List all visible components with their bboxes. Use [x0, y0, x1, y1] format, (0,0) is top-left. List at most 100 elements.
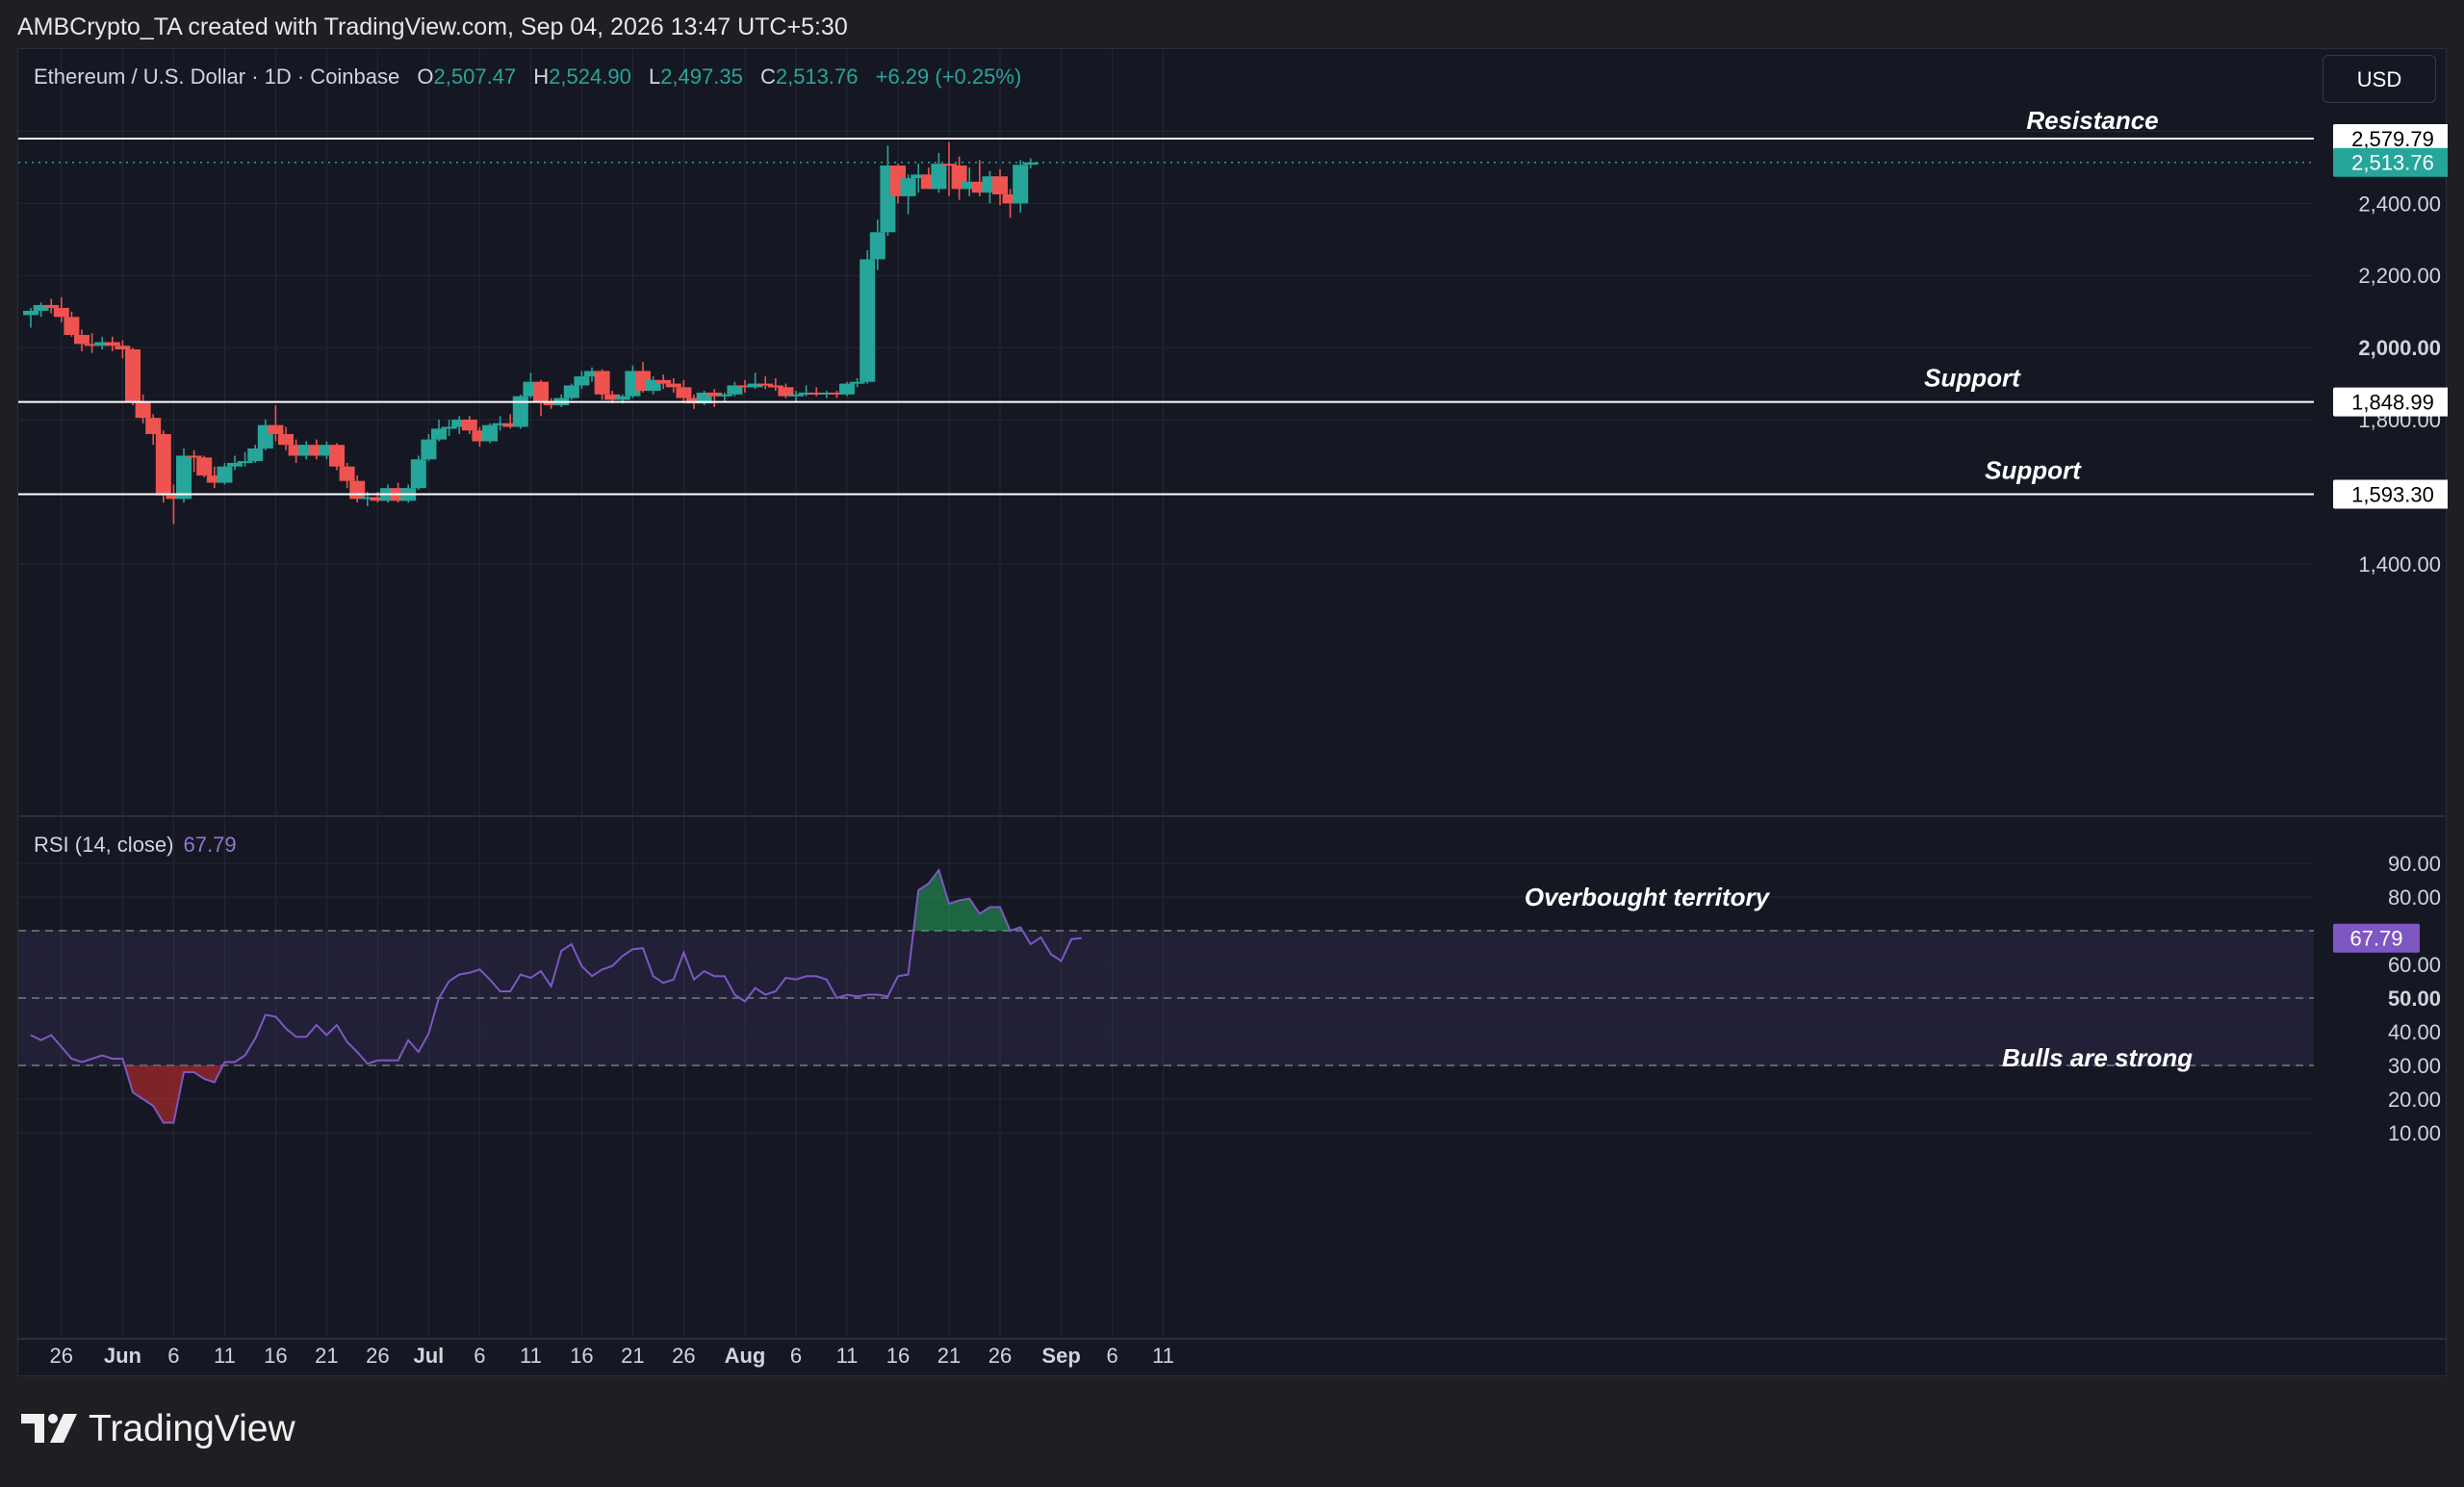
x-tick-label: 26: [988, 1344, 1012, 1368]
x-tick-label: Sep: [1041, 1344, 1080, 1368]
rsi-tick-label: 60.00: [2388, 953, 2441, 977]
candle: [614, 396, 630, 400]
candle: [319, 445, 335, 456]
candle: [268, 424, 284, 435]
candle: [829, 392, 845, 395]
candle: [329, 445, 345, 467]
candle: [135, 401, 151, 419]
price-tick-label: 2,200.00: [2358, 264, 2441, 288]
candle: [237, 461, 253, 464]
candle: [594, 371, 610, 395]
candle: [206, 475, 222, 483]
candle: [176, 455, 192, 500]
candle: [767, 385, 783, 388]
candle: [502, 423, 519, 427]
x-tick-label: Jun: [104, 1344, 141, 1368]
candle: [727, 385, 743, 395]
candle: [288, 445, 304, 456]
support-price-label: 1,593.30: [2351, 482, 2434, 506]
candle: [839, 383, 855, 395]
resistance-annotation: Resistance: [2026, 106, 2158, 135]
resistance-price-label: 2,579.79: [2351, 127, 2434, 151]
rsi-legend: RSI (14, close) 67.79: [34, 833, 237, 858]
candle: [451, 420, 468, 427]
candle: [64, 317, 80, 336]
candle: [431, 428, 447, 440]
candle: [410, 459, 426, 489]
support-annotation: Support: [1985, 455, 2082, 484]
candle: [155, 434, 171, 496]
rsi-tick-label: 20.00: [2388, 1088, 2441, 1112]
close-label: C: [759, 64, 776, 89]
candle: [849, 381, 865, 384]
last-price-label-bg: [2333, 147, 2448, 177]
candle: [808, 392, 825, 395]
x-tick-label: 21: [315, 1344, 338, 1368]
candle: [115, 346, 131, 350]
rsi-value: 67.79: [183, 833, 237, 857]
chart-panel[interactable]: 26 Jun 6 11 16 21 26 Jul 6 11 16 21 26 Aug 6 11 16 21 26 Se…: [17, 48, 2448, 1377]
candle: [441, 426, 457, 429]
rsi-tick-label: 90.00: [2388, 852, 2441, 876]
candle: [186, 455, 202, 458]
close-value: 2,513.76: [775, 64, 859, 89]
last-price-label: 2,513.76: [2351, 151, 2434, 175]
low-label: L: [648, 64, 661, 89]
x-tick-label: 21: [937, 1344, 961, 1368]
change-value: +6.29 (+0.25%): [875, 64, 1022, 89]
candle: [563, 385, 579, 398]
candle: [53, 307, 69, 318]
candle: [421, 439, 437, 460]
candle: [370, 497, 386, 501]
chart-canvas[interactable]: 26 Jun 6 11 16 21 26 Jul 6 11 16 21 26 Aug 6 11 16 21 26 Se…: [18, 49, 2448, 1377]
x-tick-label: Jul: [414, 1344, 445, 1368]
rsi-tick-label: 50.00: [2388, 987, 2441, 1011]
rsi-oversold-fill: [124, 1065, 223, 1123]
candle: [298, 445, 315, 456]
low-value: 2,497.35: [660, 64, 743, 89]
x-tick-label: 26: [366, 1344, 389, 1368]
candle: [349, 480, 366, 500]
candle: [706, 392, 723, 397]
candle: [788, 394, 804, 397]
x-tick-label: 6: [474, 1344, 485, 1368]
currency-button[interactable]: USD: [2323, 55, 2436, 103]
price-pane-bg: [18, 49, 2446, 815]
x-tick-label: 6: [167, 1344, 179, 1368]
candle: [104, 342, 120, 346]
rsi-last-label-bg: [2333, 923, 2420, 953]
candle: [992, 176, 1008, 194]
tradingview-brand[interactable]: TradingView: [19, 1408, 295, 1450]
tradingview-logo-icon: [21, 1414, 77, 1443]
rsi-tick-label: 80.00: [2388, 885, 2441, 910]
candle: [941, 164, 957, 167]
candle: [737, 385, 753, 388]
candle: [512, 396, 528, 427]
candle: [339, 466, 355, 481]
candle: [359, 497, 375, 500]
candle: [492, 423, 508, 425]
candle: [33, 304, 49, 311]
candle: [1022, 162, 1039, 166]
bulls-annotation: Bulls are strong: [2002, 1043, 2193, 1072]
high-label: H: [533, 64, 550, 89]
candle: [43, 304, 60, 308]
x-tick-label: 11: [1152, 1344, 1174, 1368]
candle: [543, 401, 559, 406]
candle: [308, 445, 324, 456]
candle: [125, 349, 141, 402]
candle: [74, 335, 90, 345]
candle: [1002, 193, 1018, 204]
candle: [645, 379, 661, 392]
high-value: 2,524.90: [549, 64, 631, 89]
symbol-title: Ethereum / U.S. Dollar · 1D · Coinbase: [34, 64, 400, 89]
candle: [196, 457, 213, 476]
x-tick-label: 11: [214, 1344, 236, 1368]
rsi-title: RSI (14, close): [34, 833, 174, 857]
overbought-annotation: Overbought territory: [1525, 883, 1771, 911]
candle: [278, 434, 294, 446]
candle: [94, 342, 111, 346]
rsi-tick-label: 30.00: [2388, 1054, 2441, 1078]
candle: [676, 387, 692, 398]
candle: [798, 392, 814, 395]
